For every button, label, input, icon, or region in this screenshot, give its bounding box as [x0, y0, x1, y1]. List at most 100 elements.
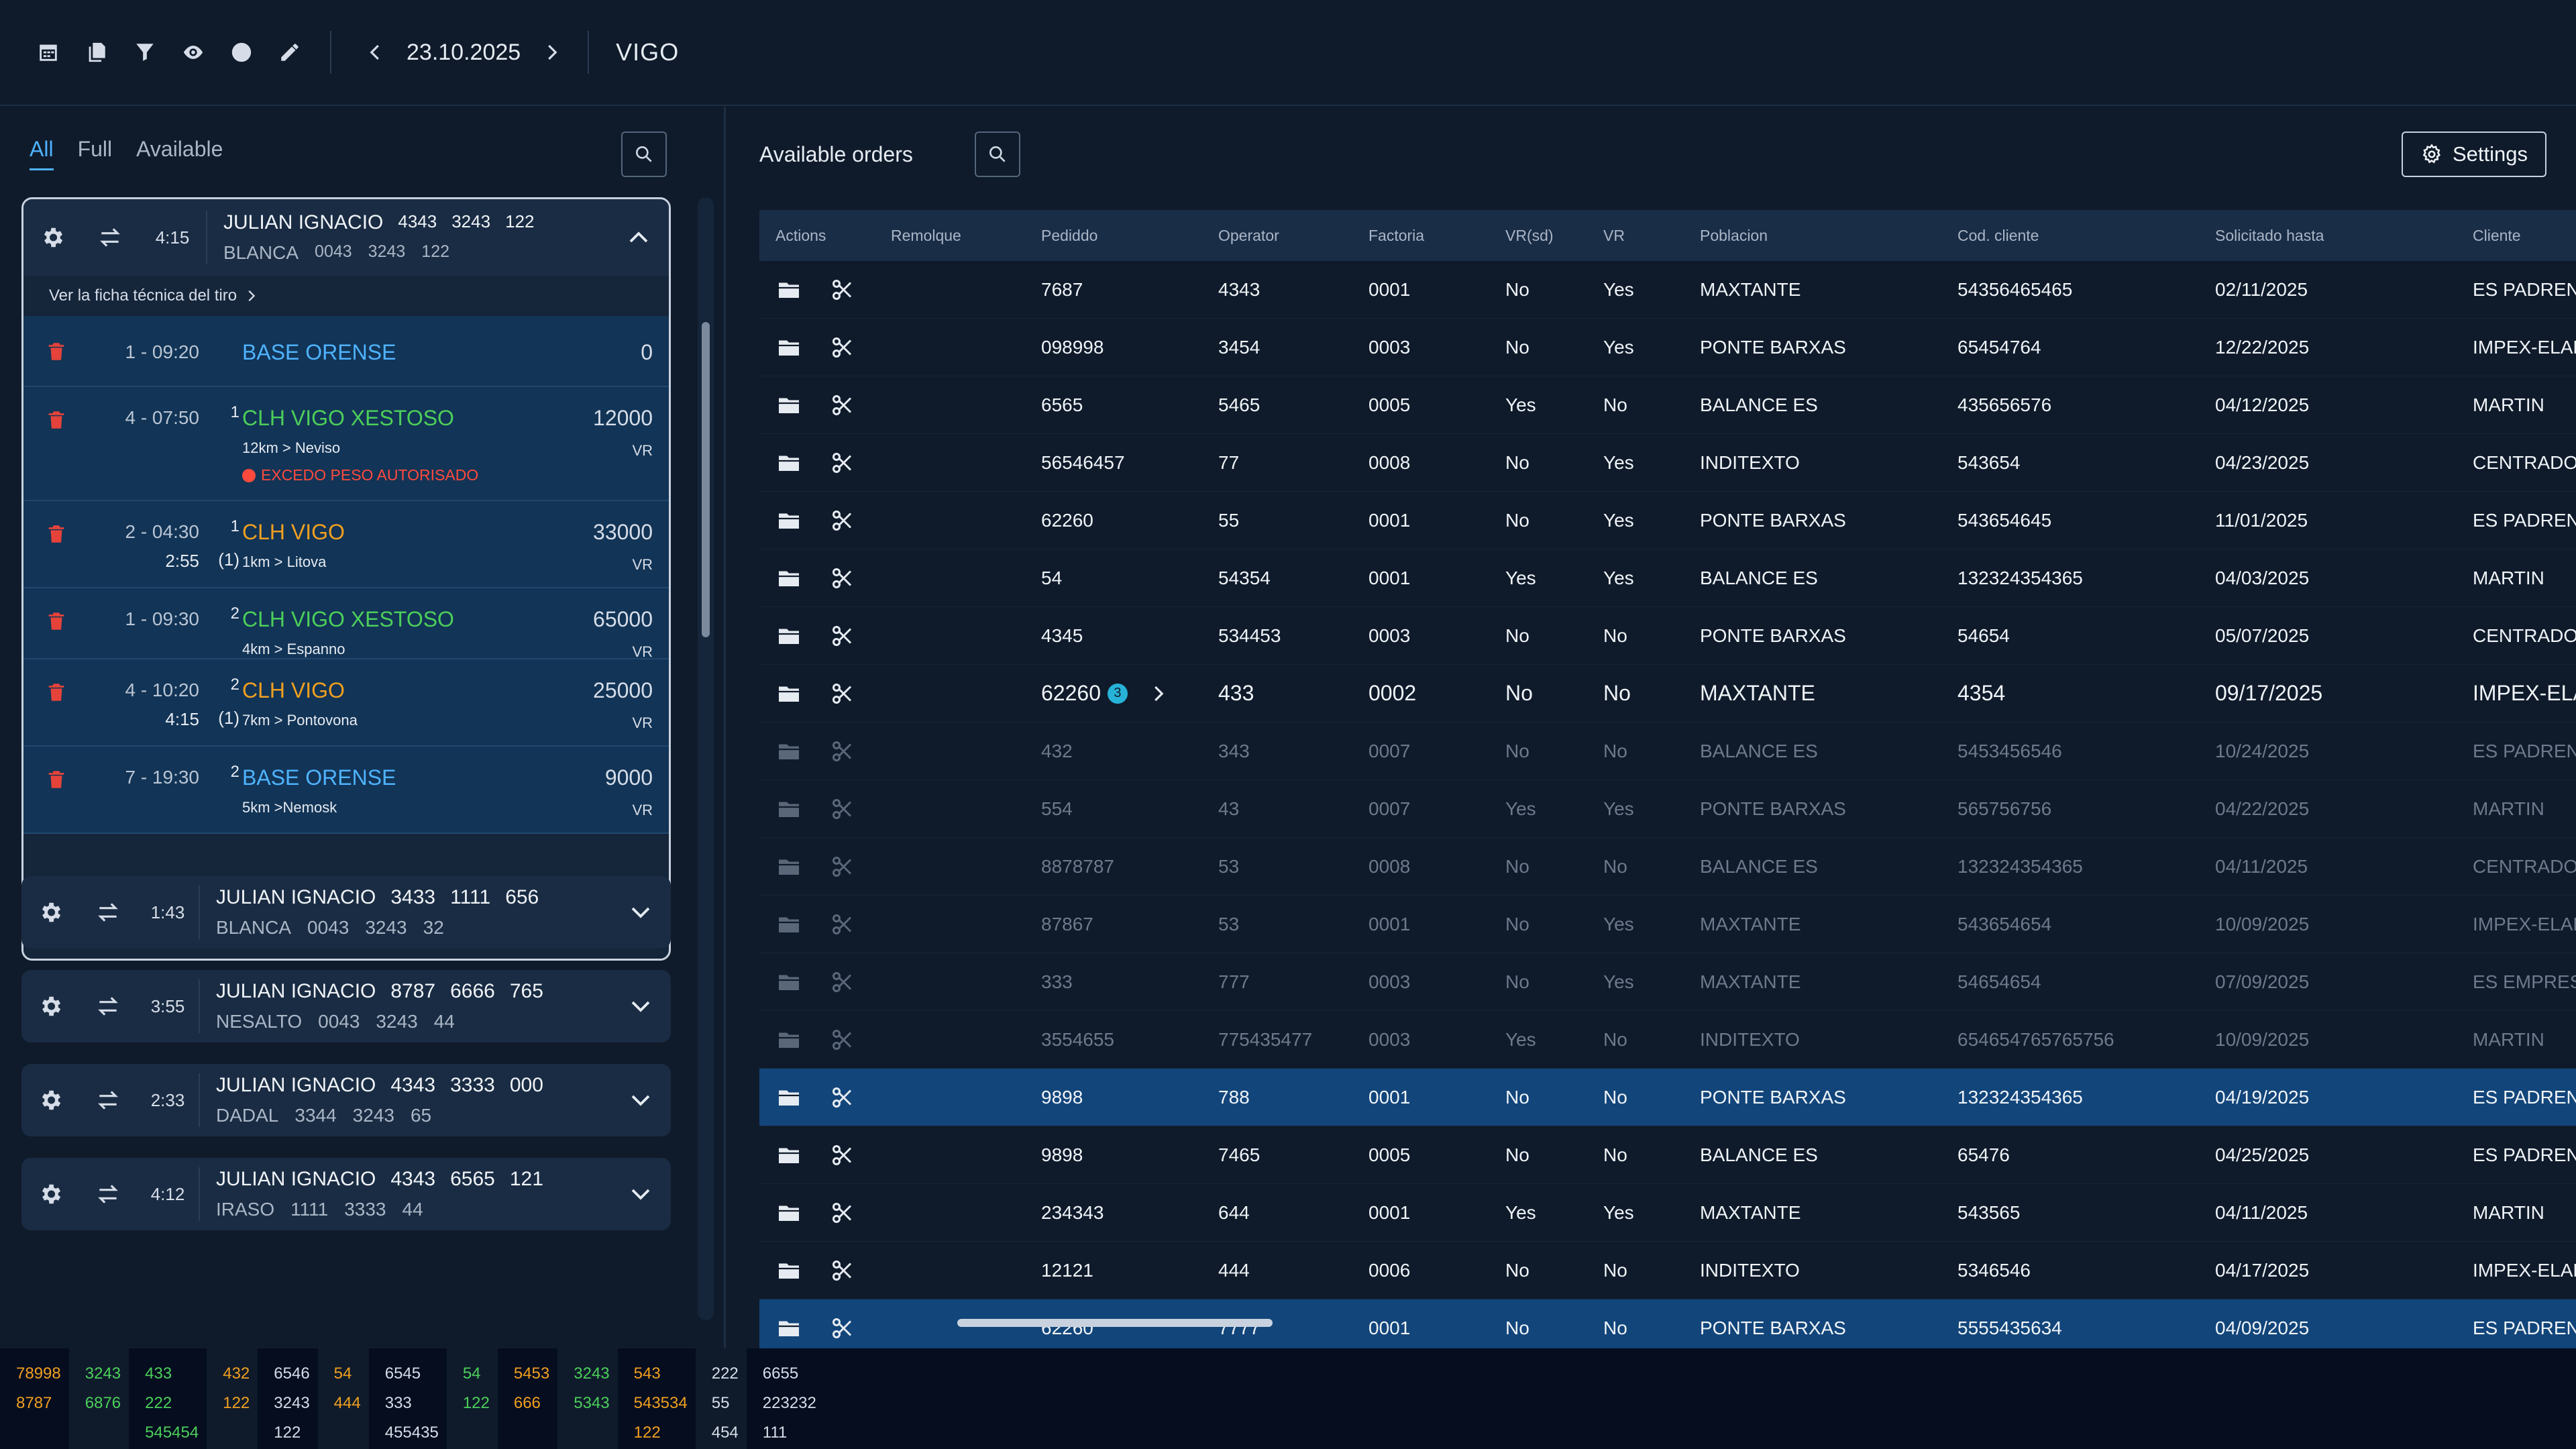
- trash-icon[interactable]: [45, 409, 72, 435]
- stop-row[interactable]: 4 - 10:20 4:15 2 (1) CLH VIGO 7km > Pontovona…: [23, 659, 669, 747]
- trip-card-header[interactable]: 4:15 JULIAN IGNACIO 4343 3243 122 BLANCA…: [23, 199, 669, 276]
- scissors-icon[interactable]: [829, 392, 856, 419]
- swap-icon[interactable]: [79, 1087, 137, 1113]
- scissors-icon[interactable]: [829, 623, 856, 649]
- column-header[interactable]: Cod. cliente: [1957, 226, 2039, 244]
- stop-location[interactable]: CLH VIGO XESTOSO: [242, 406, 454, 430]
- filter-icon[interactable]: [121, 28, 169, 76]
- current-date[interactable]: 23.10.2025: [407, 39, 521, 65]
- folder-icon[interactable]: [775, 796, 802, 822]
- scissors-icon[interactable]: [829, 1142, 856, 1169]
- gear-icon[interactable]: [21, 994, 79, 1019]
- tab-available[interactable]: Available: [136, 137, 223, 161]
- settings-button[interactable]: Settings: [2402, 131, 2546, 177]
- trips-scrollbar-thumb[interactable]: [702, 322, 710, 637]
- pencil-icon[interactable]: [266, 28, 314, 76]
- gear-icon[interactable]: [21, 1087, 79, 1113]
- table-row[interactable]: 333 777 0003 No Yes MAXTANTE 54654654 07/09/202…: [759, 953, 2576, 1011]
- column-header[interactable]: Poblacion: [1700, 226, 1768, 244]
- folder-icon[interactable]: [775, 449, 802, 476]
- swap-icon[interactable]: [79, 1181, 137, 1207]
- trip-card[interactable]: 2:33 JULIAN IGNACIO 4343 3333 000 DADAL 3344 32…: [21, 1064, 671, 1136]
- swap-icon[interactable]: [79, 994, 137, 1019]
- stop-location[interactable]: CLH VIGO: [242, 520, 345, 544]
- column-header[interactable]: VR(sd): [1505, 226, 1554, 244]
- column-header[interactable]: Cliente: [2473, 226, 2521, 244]
- table-row[interactable]: 9898 7465 0005 No No BALANCE ES 65476 04/25/202…: [759, 1126, 2576, 1184]
- folder-icon[interactable]: [775, 911, 802, 938]
- scissors-icon[interactable]: [829, 738, 856, 765]
- table-row[interactable]: 6565 5465 0005 Yes No BALANCE ES 435656576 04/1…: [759, 376, 2576, 434]
- folder-icon[interactable]: [775, 334, 802, 361]
- folder-icon[interactable]: [775, 853, 802, 880]
- folder-icon[interactable]: [775, 1026, 802, 1053]
- folder-icon[interactable]: [775, 1142, 802, 1169]
- clock-icon[interactable]: [217, 28, 266, 76]
- folder-icon[interactable]: [775, 392, 802, 419]
- technical-sheet-link[interactable]: Ver la ficha técnica del tiro: [23, 276, 669, 316]
- folder-icon[interactable]: [775, 1199, 802, 1226]
- trips-search-button[interactable]: [621, 131, 667, 177]
- folder-icon[interactable]: [775, 738, 802, 765]
- tab-full[interactable]: Full: [77, 137, 113, 161]
- folder-icon[interactable]: [775, 1084, 802, 1111]
- scissors-icon[interactable]: [829, 1199, 856, 1226]
- folder-icon[interactable]: [775, 1315, 802, 1342]
- table-row[interactable]: 7687 4343 0001 No Yes MAXTANTE 54356465465 02/1…: [759, 261, 2576, 319]
- folder-icon[interactable]: [775, 565, 802, 592]
- folder-icon[interactable]: [775, 969, 802, 996]
- column-header[interactable]: Operator: [1218, 226, 1279, 244]
- copy-icon[interactable]: [72, 28, 121, 76]
- gear-icon[interactable]: [21, 900, 79, 925]
- table-row[interactable]: 432 343 0007 No No BALANCE ES 5453456546 10/24/…: [759, 722, 2576, 780]
- stop-location[interactable]: BASE ORENSE: [242, 340, 396, 364]
- orders-search-button[interactable]: [975, 131, 1020, 177]
- scissors-icon[interactable]: [829, 911, 856, 938]
- column-header[interactable]: Pediddo: [1041, 226, 1098, 244]
- calendar-icon[interactable]: [24, 28, 72, 76]
- chevron-down-icon[interactable]: [610, 1088, 671, 1112]
- tab-all[interactable]: All: [30, 137, 54, 170]
- stop-location[interactable]: CLH VIGO XESTOSO: [242, 607, 454, 631]
- trash-icon[interactable]: [45, 523, 72, 549]
- stop-location[interactable]: CLH VIGO: [242, 678, 345, 702]
- swap-icon[interactable]: [79, 900, 137, 925]
- chevron-up-icon[interactable]: [608, 225, 669, 250]
- folder-icon[interactable]: [775, 1257, 802, 1284]
- scissors-icon[interactable]: [829, 565, 856, 592]
- trip-card-expanded[interactable]: 4:15 JULIAN IGNACIO 4343 3243 122 BLANCA…: [21, 197, 671, 961]
- column-header[interactable]: VR: [1603, 226, 1625, 244]
- trip-card[interactable]: 3:55 JULIAN IGNACIO 8787 6666 765 NESALTO 0043…: [21, 970, 671, 1042]
- stop-row[interactable]: 1 - 09:20 BASE ORENSE 0: [23, 316, 669, 387]
- chevron-down-icon[interactable]: [610, 1182, 671, 1206]
- table-row[interactable]: 098998 3454 0003 No Yes PONTE BARXAS 65454764 1…: [759, 319, 2576, 376]
- table-horizontal-scrollbar[interactable]: [957, 1319, 1273, 1327]
- table-row[interactable]: 12121 444 0006 No No INDITEXTO 5346546 04/17/20…: [759, 1242, 2576, 1299]
- trip-card[interactable]: 4:12 JULIAN IGNACIO 4343 6565 121 IRASO 1111 33…: [21, 1158, 671, 1230]
- stop-row[interactable]: 7 - 19:30 2 BASE ORENSE 5km >Nemosk 9000 VR: [23, 747, 669, 834]
- gear-icon[interactable]: [23, 225, 81, 250]
- next-date-button[interactable]: [531, 29, 572, 76]
- table-row[interactable]: 554 43 0007 Yes Yes PONTE BARXAS 565756756 04/2…: [759, 780, 2576, 838]
- scissors-icon[interactable]: [829, 853, 856, 880]
- folder-icon[interactable]: [775, 623, 802, 649]
- column-header[interactable]: Remolque: [891, 226, 961, 244]
- previous-date-button[interactable]: [356, 29, 396, 76]
- column-header[interactable]: Solicitado hasta: [2215, 226, 2324, 244]
- table-row[interactable]: 3554655 775435477 0003 Yes No INDITEXTO 654654…: [759, 1011, 2576, 1069]
- trash-icon[interactable]: [45, 681, 72, 708]
- trash-icon[interactable]: [45, 340, 72, 367]
- column-header[interactable]: Factoria: [1368, 226, 1425, 244]
- scissors-icon[interactable]: [829, 334, 856, 361]
- table-row[interactable]: 62260 3 433 0002 No No MAXTANTE 4354 09/17/2025 I…: [759, 665, 2576, 722]
- table-row[interactable]: 56546457 77 0008 No Yes INDITEXTO 543654 04/23/…: [759, 434, 2576, 492]
- gear-icon[interactable]: [21, 1181, 79, 1207]
- chevron-down-icon[interactable]: [610, 900, 671, 924]
- swap-icon[interactable]: [81, 225, 139, 250]
- scissors-icon[interactable]: [829, 969, 856, 996]
- scissors-icon[interactable]: [829, 680, 856, 707]
- scissors-icon[interactable]: [829, 1315, 856, 1342]
- folder-icon[interactable]: [775, 507, 802, 534]
- folder-icon[interactable]: [775, 680, 802, 707]
- scissors-icon[interactable]: [829, 796, 856, 822]
